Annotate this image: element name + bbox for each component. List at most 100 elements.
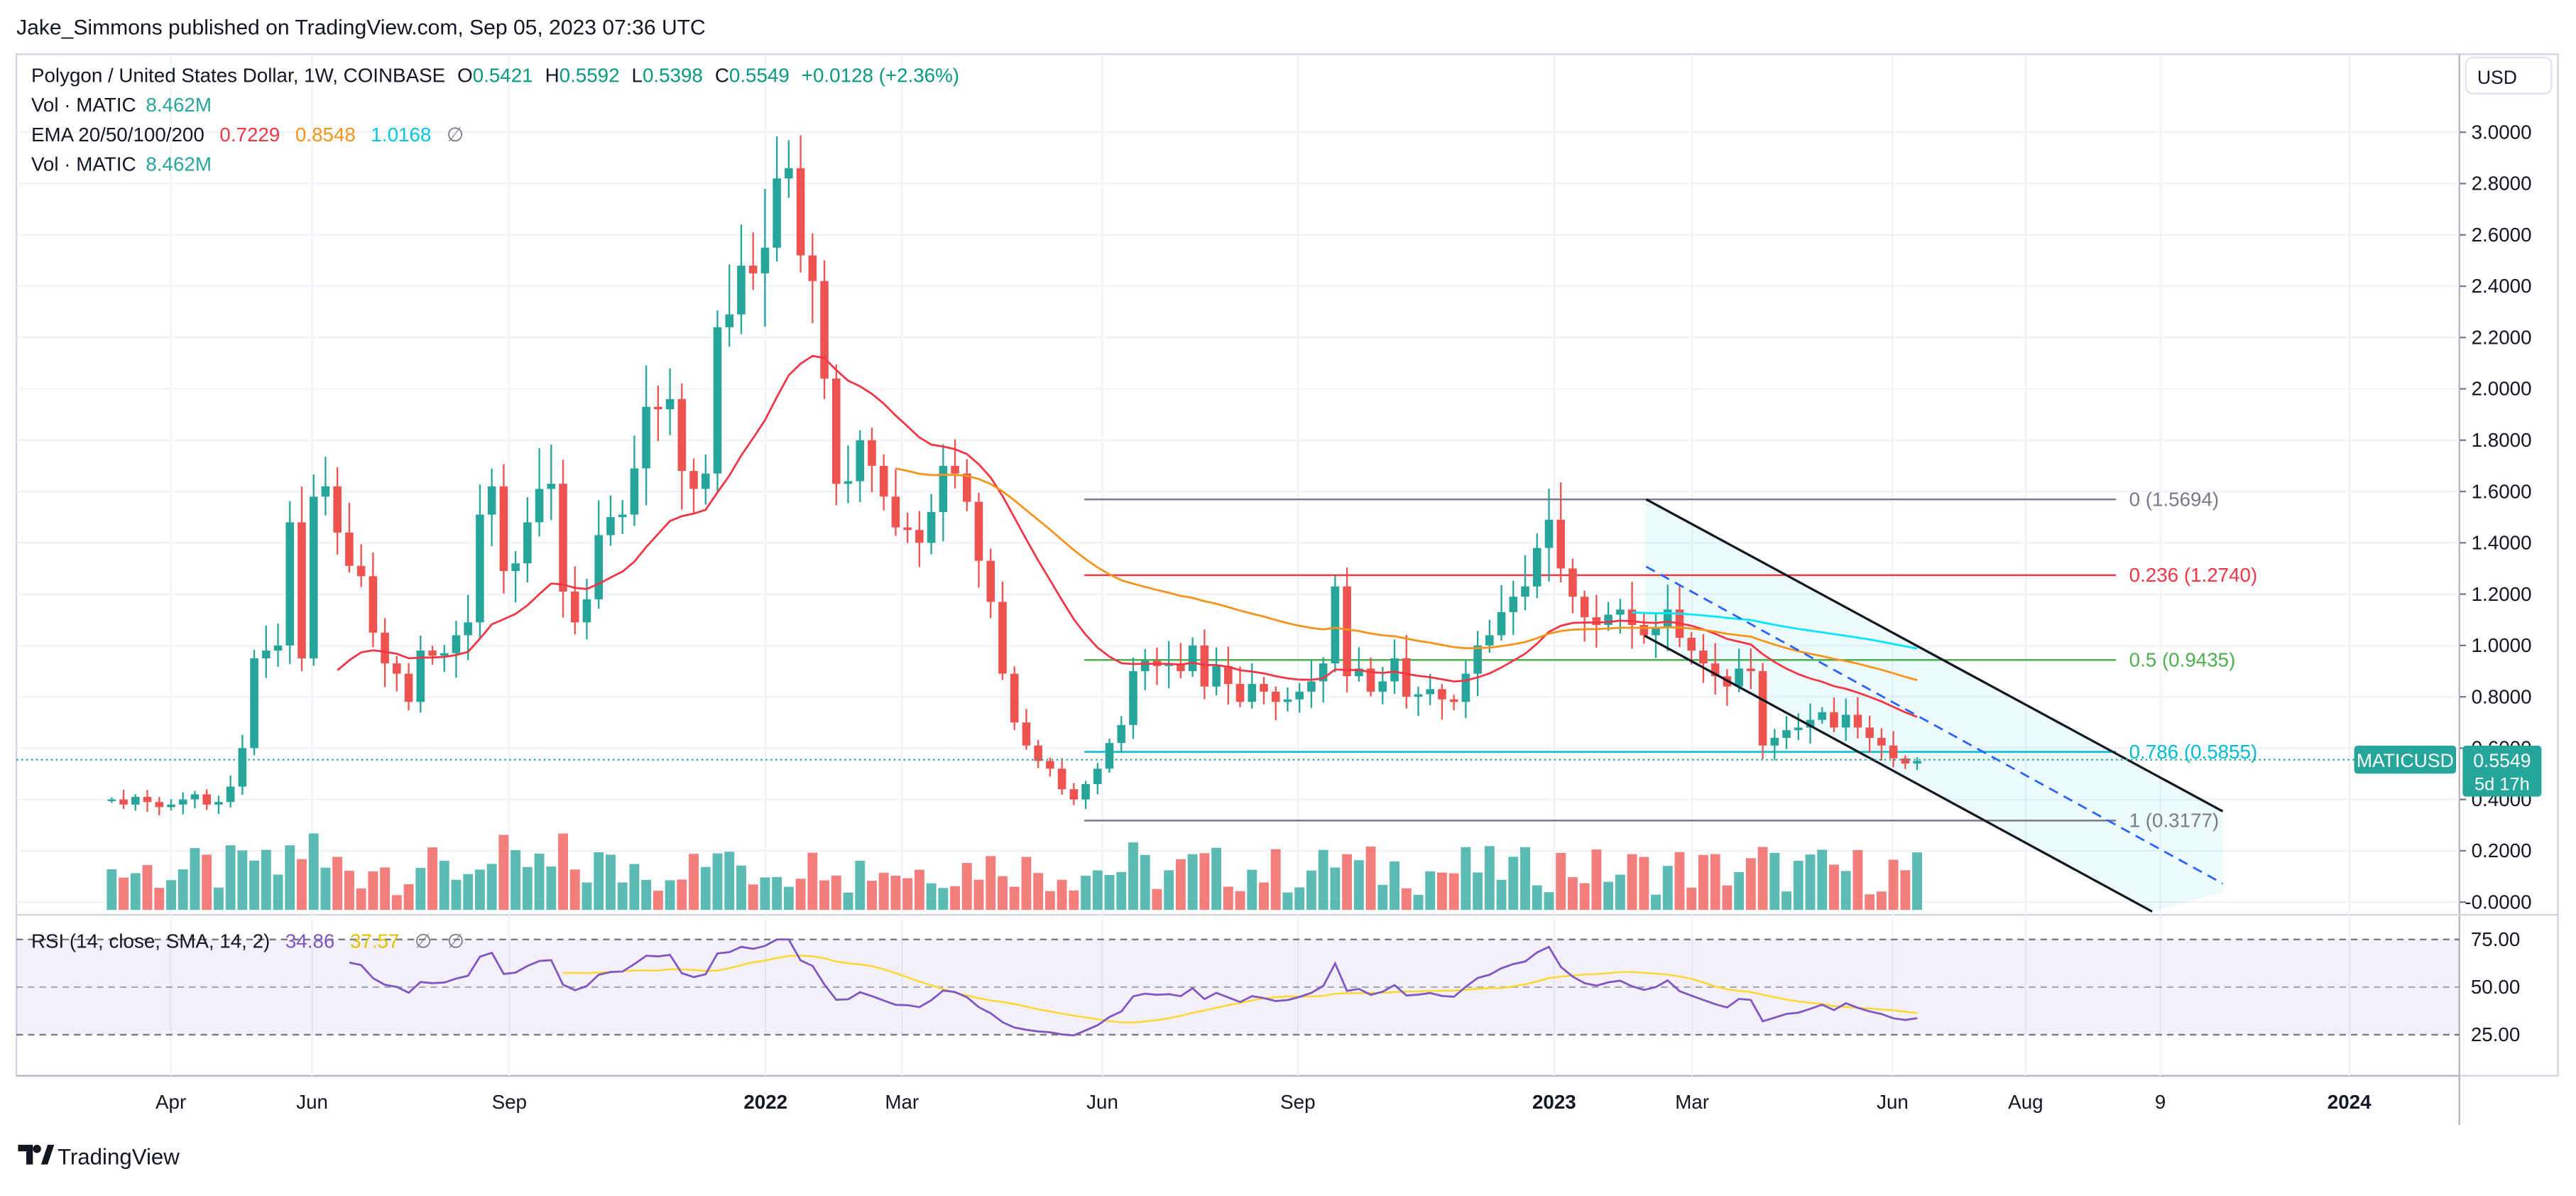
candle-body	[345, 532, 354, 566]
candle-body	[523, 522, 532, 564]
price-tag: MATICUSD 0.5549 5d 17h	[2354, 745, 2542, 797]
candle-body	[998, 602, 1007, 674]
volume-bar	[1829, 864, 1839, 910]
candle-body	[831, 379, 841, 484]
volume-bar	[1662, 866, 1673, 910]
candle-body	[1794, 727, 1803, 731]
candle-body	[618, 514, 627, 518]
volume-bar	[1247, 869, 1257, 910]
volume-bar	[641, 879, 652, 910]
candle-body	[891, 496, 900, 528]
volume-bar	[1674, 852, 1685, 910]
volume-bar	[843, 892, 853, 910]
candle-body	[1283, 699, 1292, 702]
time-tick-label: Mar	[885, 1091, 919, 1113]
candle-body	[1639, 624, 1649, 636]
candle-body	[1627, 609, 1637, 625]
volume-bar	[1413, 894, 1424, 910]
candle-body	[1390, 658, 1399, 682]
currency-button[interactable]: USD	[2465, 56, 2553, 94]
volume-bar	[1199, 853, 1210, 910]
candle-body	[1770, 737, 1779, 746]
channel-lower-line[interactable]	[1644, 634, 2153, 913]
volume-bar	[783, 886, 794, 910]
time-tick-label: Apr	[155, 1091, 186, 1113]
volume-bar	[107, 869, 117, 910]
rsi-legend[interactable]: RSI (14, close, SMA, 14, 2) 34.86 37.57 …	[31, 930, 464, 952]
volume-bar	[902, 878, 913, 910]
time-tick-label: Sep	[492, 1091, 527, 1113]
candle-body	[1235, 684, 1245, 702]
candle-body	[440, 653, 449, 656]
candle-body	[1295, 691, 1304, 700]
volume-bar	[142, 865, 153, 910]
tradingview-brand[interactable]: TradingView	[18, 1145, 180, 1170]
volume-bar	[1840, 871, 1851, 910]
candle-body	[939, 465, 948, 512]
volume-bar	[1508, 857, 1519, 910]
price-tick-label: -0.0000	[2465, 891, 2531, 913]
volume-bar	[724, 852, 735, 910]
price-tick-label: 0.2000	[2472, 839, 2532, 861]
volume-bar	[890, 875, 901, 910]
time-axis[interactable]: Apr Jun Sep 2022 Mar Jun Sep 2023 Mar Jun Aug 9 2024	[155, 1091, 2372, 1113]
candle-body	[428, 651, 437, 656]
price-axis[interactable]: 3.0000 2.8000 2.6000 2.4000 2.2000 2.0000 1.80…	[2459, 121, 2532, 913]
volume-bar	[938, 888, 949, 910]
price-tag-value: 0.5549	[2473, 750, 2531, 771]
volume-bar	[914, 869, 924, 910]
symbol-legend[interactable]: Polygon / United States Dollar, 1W, COIN…	[31, 65, 959, 175]
volume-bar	[522, 866, 533, 910]
volume-bar	[356, 888, 366, 910]
volume-bar	[1259, 882, 1269, 910]
candle-body	[1177, 663, 1185, 671]
symbol-title: Polygon / United States Dollar, 1W, COIN…	[31, 65, 445, 87]
volume-bar	[190, 848, 200, 910]
candle-body	[1248, 684, 1257, 702]
candle-body	[393, 663, 401, 674]
candle-body	[155, 802, 164, 808]
volume-bar	[1104, 875, 1115, 910]
volume-bar	[1330, 867, 1341, 910]
volume-bar	[973, 879, 984, 910]
rsi-axis[interactable]: 75.00 50.00 25.00	[2471, 928, 2520, 1045]
volume-bar	[534, 853, 545, 910]
candle-body	[202, 794, 211, 805]
fib-label: 0 (1.5694)	[2129, 488, 2220, 510]
candle-body	[1402, 658, 1411, 697]
volume-bar	[332, 857, 343, 910]
volume-bar	[486, 864, 497, 910]
volume-bar	[1044, 891, 1055, 910]
volume-bar	[130, 873, 141, 910]
volume-bar	[1484, 846, 1495, 910]
channel-median-line[interactable]	[1645, 565, 2224, 885]
volume-bar	[1377, 884, 1388, 910]
price-tick-label: 2.8000	[2472, 173, 2532, 195]
ema-hidden-icon: ∅	[447, 124, 464, 146]
candle-body	[1366, 668, 1375, 692]
volume-bar	[819, 880, 829, 910]
candle-body	[1710, 663, 1720, 677]
volume-bar	[998, 876, 1008, 910]
volume-bar	[1710, 854, 1720, 910]
candle-body	[1687, 638, 1696, 651]
candle-body	[273, 645, 283, 651]
candle-body	[1782, 730, 1791, 738]
candle-body	[476, 514, 484, 623]
rsi-hidden-icon: ∅	[415, 930, 432, 952]
ema50-line	[895, 467, 1918, 681]
volume-bar	[273, 874, 283, 910]
ema-legend: EMA 20/50/100/200 0.7229 0.8548 1.0168 ∅	[31, 124, 464, 146]
volume-bar	[1009, 886, 1020, 910]
volume-bar	[1128, 842, 1138, 910]
volume-bar	[1615, 874, 1625, 910]
candle-body	[1616, 609, 1625, 615]
candle-body	[369, 576, 378, 633]
candle-body	[559, 484, 567, 592]
volume-bar	[1401, 888, 1412, 910]
volume-bar	[700, 866, 711, 910]
candle-body	[1414, 694, 1423, 697]
volume-bar	[1365, 846, 1376, 910]
